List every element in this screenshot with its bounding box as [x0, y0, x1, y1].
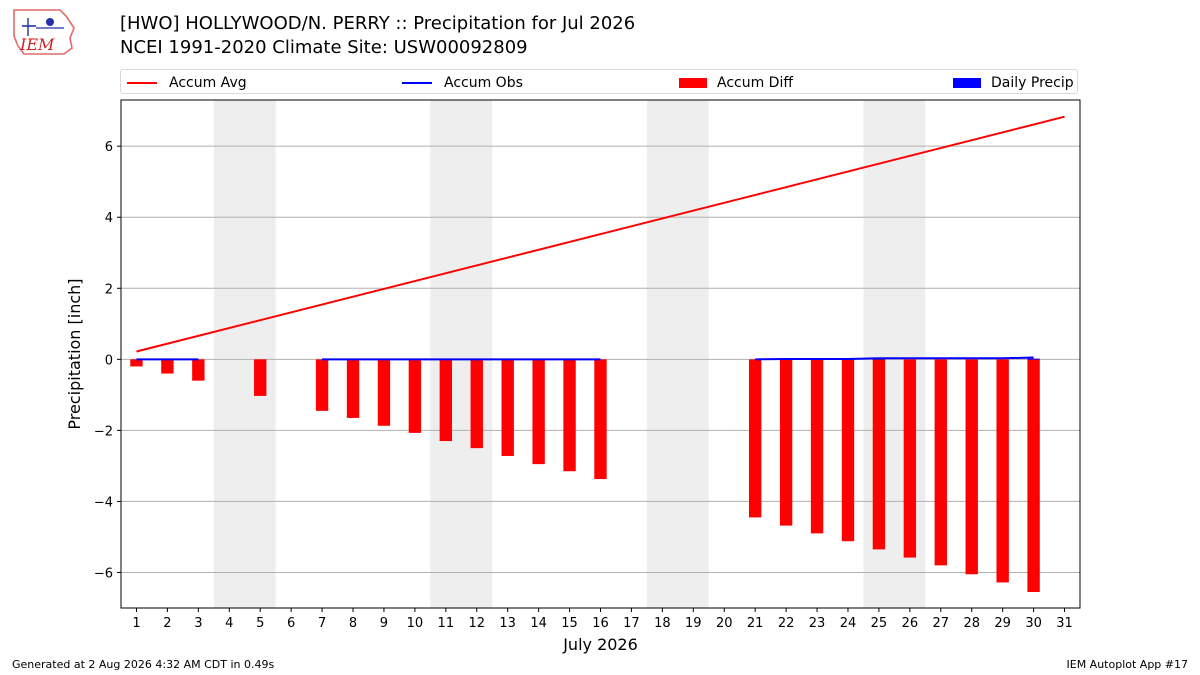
x-tick-label: 28	[963, 616, 980, 631]
accum-diff-bar	[439, 359, 453, 442]
x-tick-label: 4	[225, 616, 233, 631]
accum-diff-bar	[810, 359, 824, 534]
x-tick-label: 5	[256, 616, 264, 631]
accum-diff-bar	[315, 359, 329, 411]
series-lines	[136, 115, 1065, 361]
x-tick-label: 20	[716, 616, 733, 631]
chart-title-line-2: NCEI 1991-2020 Climate Site: USW00092809	[120, 37, 528, 58]
accum-diff-bars	[130, 359, 1040, 593]
chart-title: [HWO] HOLLYWOOD/N. PERRY :: Precipitatio…	[120, 12, 635, 60]
y-tick-label: 0	[105, 353, 113, 368]
accum-diff-bar	[872, 359, 886, 550]
legend-label-accum-diff: Accum Diff	[717, 74, 794, 91]
accum-diff-bar	[934, 359, 947, 566]
accum-diff-bar	[779, 359, 793, 526]
footer-generated: Generated at 2 Aug 2026 4:32 AM CDT in 0…	[12, 658, 275, 671]
x-tick-label: 29	[994, 616, 1011, 631]
accum-diff-bar	[1027, 359, 1040, 593]
legend-swatch-accum-avg	[127, 81, 157, 84]
daily-precip-bar	[1027, 358, 1040, 360]
x-tick-label: 12	[468, 616, 485, 631]
x-tick-label: 10	[407, 616, 424, 631]
x-tick-label: 24	[840, 616, 857, 631]
legend-swatch-daily-precip	[953, 77, 981, 88]
accum-diff-bar	[532, 359, 545, 465]
legend-label-accum-obs: Accum Obs	[444, 74, 523, 91]
y-tick-label: −4	[94, 495, 113, 510]
y-tick-label: 2	[105, 282, 113, 297]
legend-item-accum-avg: Accum Avg	[127, 70, 247, 95]
x-tick-label: 14	[530, 616, 547, 631]
accum-diff-bar	[748, 359, 762, 518]
accum-diff-bar	[470, 359, 483, 449]
x-tick-label: 30	[1025, 616, 1042, 631]
footer-app-label: IEM Autoplot App #17	[1066, 658, 1189, 671]
x-tick-label: 21	[747, 616, 764, 631]
x-tick-label: 6	[287, 616, 295, 631]
x-tick-label: 3	[194, 616, 202, 631]
accum-diff-bar	[841, 359, 855, 542]
legend-swatch-accum-obs	[402, 81, 432, 84]
x-tick-label: 11	[438, 616, 455, 631]
accum-diff-bar	[996, 359, 1009, 583]
x-tick-label: 26	[902, 616, 919, 631]
accum-diff-bar	[130, 359, 143, 367]
x-tick-label: 22	[778, 616, 795, 631]
accum-diff-bar	[346, 359, 360, 418]
x-tick-label: 17	[623, 616, 640, 631]
iem-logo-text: IEM	[19, 35, 55, 54]
x-tick-label: 18	[654, 616, 671, 631]
accum-diff-bar	[377, 359, 391, 426]
legend-item-accum-obs: Accum Obs	[402, 70, 523, 95]
x-axis-ticks: 1 2 3 4 5 6 7 8 9 10 11 12 13 14 15 16 17 18 19 20 21 22 23 24 2…	[132, 608, 1073, 631]
y-tick-label: 4	[105, 211, 113, 226]
weekend-shade	[646, 100, 709, 608]
accum-diff-bar	[903, 359, 917, 558]
y-tick-label: −6	[94, 566, 113, 581]
x-tick-label: 7	[318, 616, 326, 631]
legend-label-daily-precip: Daily Precip	[991, 74, 1074, 91]
legend-label-accum-avg: Accum Avg	[169, 74, 247, 91]
y-tick-label: 6	[105, 140, 113, 155]
x-tick-label: 15	[561, 616, 578, 631]
x-tick-label: 16	[592, 616, 609, 631]
legend-swatch-accum-diff	[679, 77, 707, 88]
accum-diff-bar	[563, 359, 576, 472]
x-tick-label: 27	[933, 616, 950, 631]
chart-title-line-1: [HWO] HOLLYWOOD/N. PERRY :: Precipitatio…	[120, 13, 636, 34]
x-tick-label: 13	[499, 616, 516, 631]
accum-diff-bar	[161, 359, 174, 374]
x-axis-label: July 2026	[562, 635, 638, 654]
accum-avg-line	[136, 115, 1065, 353]
x-tick-label: 2	[163, 616, 171, 631]
x-tick-label: 19	[685, 616, 702, 631]
accum-diff-bar	[594, 359, 607, 480]
accum-obs-line	[755, 356, 1034, 361]
weekend-shade	[213, 100, 276, 608]
x-tick-label: 8	[349, 616, 357, 631]
accum-diff-bar	[192, 359, 205, 381]
x-tick-label: 23	[809, 616, 826, 631]
accum-diff-bar	[965, 359, 978, 575]
x-tick-label: 31	[1056, 616, 1073, 631]
chart-legend: Accum Avg Accum Obs Accum Diff Daily Pre…	[120, 69, 1078, 94]
weather-station-icon	[46, 18, 54, 26]
y-axis-label: Precipitation [inch]	[65, 278, 84, 429]
accum-diff-bar	[254, 359, 267, 396]
legend-item-daily-precip: Daily Precip	[953, 70, 1074, 95]
accum-diff-bar	[408, 359, 422, 433]
y-tick-label: −2	[94, 424, 113, 439]
y-axis-ticks: −6 −4 −2 0 2 4 6	[94, 140, 121, 581]
legend-item-accum-diff: Accum Diff	[679, 70, 793, 95]
x-tick-label: 1	[132, 616, 140, 631]
x-tick-label: 9	[380, 616, 388, 631]
iem-logo: IEM	[13, 9, 75, 55]
accum-diff-bar	[501, 359, 514, 456]
x-tick-label: 25	[871, 616, 888, 631]
weekend-shade	[430, 100, 493, 608]
